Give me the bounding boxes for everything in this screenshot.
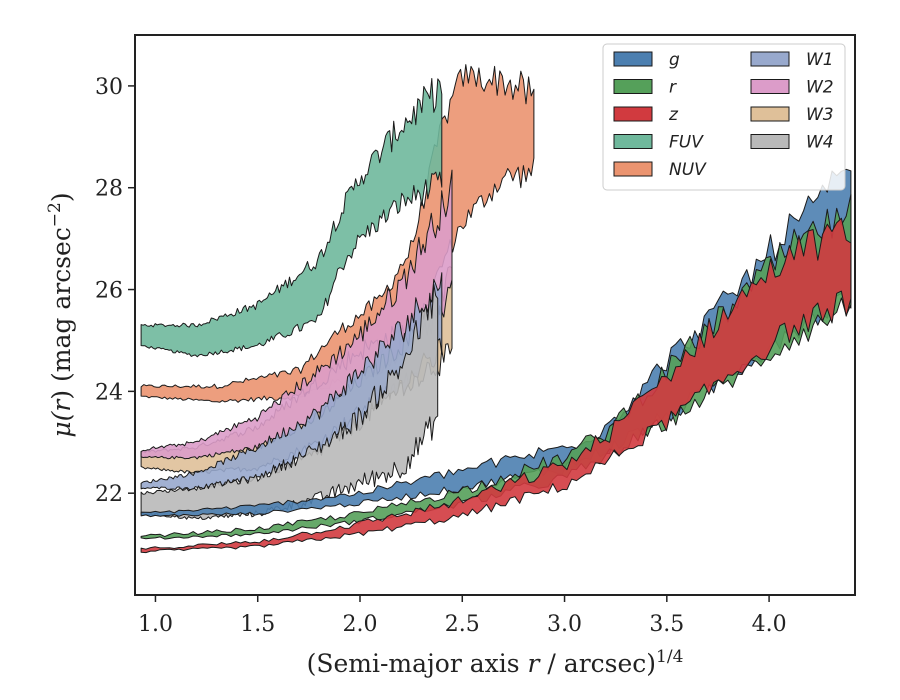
x-tick-label: 1.0 xyxy=(138,612,173,637)
legend-label-g: g xyxy=(669,50,680,70)
x-axis-ticks: 1.0 1.5 2.0 2.5 3.0 3.5 4.0 xyxy=(138,595,787,637)
legend-swatch-g xyxy=(613,51,653,67)
y-axis-label-end: ) xyxy=(47,192,76,202)
x-axis-label-post: / arcsec) xyxy=(539,649,656,678)
y-tick-label: 26 xyxy=(95,279,123,304)
x-tick-label: 3.0 xyxy=(547,612,582,637)
plot-frame xyxy=(134,34,856,596)
legend-label-W2: W2 xyxy=(806,78,834,98)
legend-label-W3: W3 xyxy=(806,105,834,125)
legend-swatch-FUV xyxy=(613,134,653,149)
legend-swatch-z xyxy=(613,106,653,122)
legend-label-W1: W1 xyxy=(806,50,834,70)
band-z xyxy=(140,217,852,554)
y-tick-label: 28 xyxy=(95,177,123,202)
legend-label-W4: W4 xyxy=(806,133,834,153)
x-tick-label: 3.5 xyxy=(649,612,684,637)
legend-swatch-W1 xyxy=(750,51,790,67)
y-tick-label: 24 xyxy=(95,380,123,405)
y-axis-label-var: r xyxy=(47,398,76,412)
band-W4 xyxy=(140,284,439,520)
legend-label-NUV: NUV xyxy=(669,160,707,180)
legend-label-FUV: FUV xyxy=(669,133,704,153)
y-tick-label: 30 xyxy=(95,75,123,100)
y-axis-label: μ(r) (mag arcsec−2) xyxy=(45,192,76,437)
y-axis-ticks: 22 24 26 28 30 xyxy=(95,75,135,507)
profile-bands xyxy=(140,64,852,554)
x-axis-label-var: r xyxy=(528,649,542,678)
band-W2 xyxy=(140,169,453,460)
y-axis-label-post: ) (mag arcsec xyxy=(47,227,76,400)
x-axis-label: (Semi-major axis r / arcsec)1/4 xyxy=(307,647,684,678)
x-tick-label: 1.5 xyxy=(240,612,275,637)
x-axis-label-pre: (Semi-major axis xyxy=(307,649,528,678)
legend-label-z: z xyxy=(668,105,679,125)
legend-swatch-NUV xyxy=(613,161,653,177)
x-tick-label: 2.0 xyxy=(343,612,378,637)
legend-swatch-W2 xyxy=(750,79,790,94)
x-tick-label: 2.5 xyxy=(445,612,480,637)
y-axis-label-pre: μ( xyxy=(47,410,76,437)
x-axis-label-sup: 1/4 xyxy=(656,647,683,667)
legend-swatch-r xyxy=(613,79,653,94)
x-tick-label: 4.0 xyxy=(752,612,787,637)
legend-label-r: r xyxy=(669,78,677,98)
band-FUV xyxy=(140,78,443,358)
legend: grz FUV NUV W1 W2 W3 W4 xyxy=(602,43,846,191)
y-tick-label: 22 xyxy=(95,482,123,507)
legend-swatch-W3 xyxy=(750,106,790,122)
legend-swatch-W4 xyxy=(750,134,790,149)
y-axis-label-sup: −2 xyxy=(45,202,65,227)
